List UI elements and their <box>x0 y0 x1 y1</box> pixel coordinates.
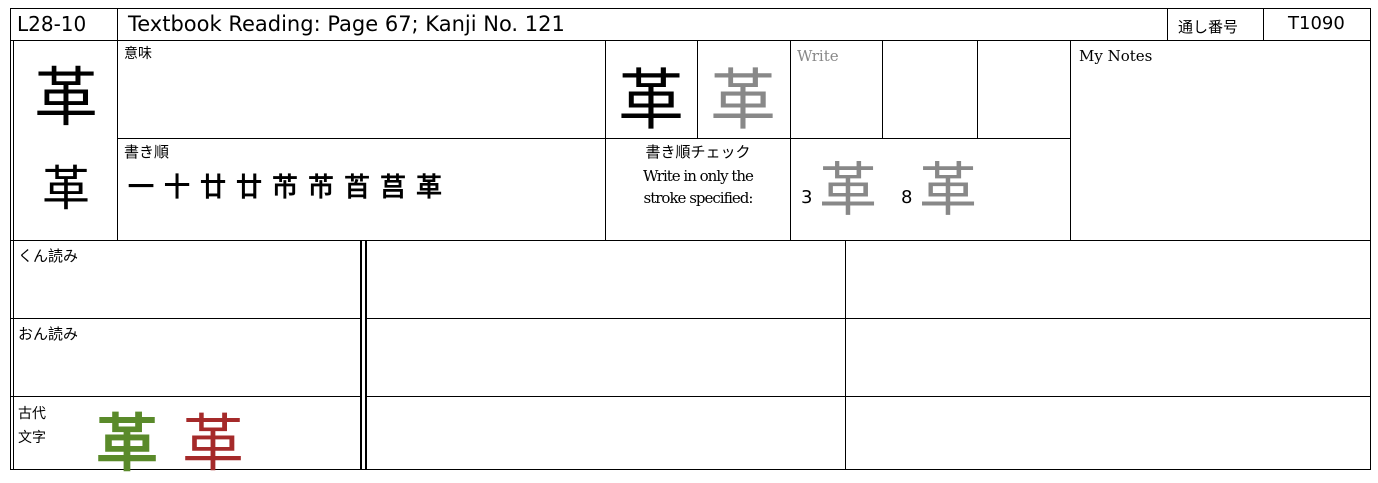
stroke: 苩 <box>344 173 373 203</box>
serial: T1090 <box>1288 13 1345 34</box>
stroke-check-instruction: Write in only the stroke specified: <box>643 167 754 207</box>
stroke: 莒 <box>380 173 409 203</box>
cell <box>845 240 1371 319</box>
stroke: 芇 <box>272 173 301 203</box>
cell <box>845 318 1371 397</box>
stroke: 革 <box>416 173 445 203</box>
kun-label: くん読み <box>18 247 79 265</box>
cell: おん読み <box>10 318 362 397</box>
cell: Write <box>790 40 883 139</box>
check-kanji: 革 <box>919 156 978 224</box>
check-kanji: 革 <box>819 156 878 224</box>
write-label: Write <box>797 47 839 65</box>
stroke-check-label: 書き順チェック <box>645 143 751 161</box>
stroke: 廿 <box>200 173 229 203</box>
cell: 書き順 一十廿廿芇芇苩莒革 <box>117 138 606 241</box>
check-number: 8 <box>901 187 913 208</box>
cell: 書き順チェック Write in only the stroke specifi… <box>605 138 791 241</box>
cell: くん読み <box>10 240 362 319</box>
kanji-large: 革 <box>34 62 98 136</box>
ancient-glyph: 革 <box>96 407 159 480</box>
cell: 通し番号 <box>1167 8 1264 41</box>
stroke: 一 <box>128 173 157 203</box>
practice-black: 革 <box>618 62 684 139</box>
cell: Textbook Reading: Page 67; Kanji No. 121 <box>117 8 1168 41</box>
cell: 意味 <box>117 40 606 139</box>
kanji-mincho: 革 <box>42 161 91 217</box>
stroke-order-label: 書き順 <box>124 143 170 161</box>
stroke: 十 <box>164 173 193 203</box>
stroke: 廿 <box>236 173 265 203</box>
stroke: 芇 <box>308 173 337 203</box>
meaning-label: 意味 <box>124 46 152 62</box>
notes-label: My Notes <box>1079 47 1153 65</box>
cell <box>845 396 1371 470</box>
ancient-label: 文字 <box>18 430 46 446</box>
check-number: 3 <box>801 187 813 208</box>
page: L28-10 Textbook Reading: Page 67; Kanji … <box>10 8 1371 480</box>
cell: T1090 <box>1263 8 1371 41</box>
serial-label: 通し番号 <box>1178 18 1239 36</box>
cell <box>882 40 978 139</box>
ancient-glyph: 革 <box>182 407 245 480</box>
stroke-order: 一十廿廿芇芇苩莒革 <box>128 167 452 204</box>
ancient-label: 古代 <box>18 406 46 422</box>
code: L28-10 <box>17 12 87 36</box>
cell: L28-10 <box>10 8 118 41</box>
title: Textbook Reading: Page 67; Kanji No. 121 <box>128 12 565 36</box>
cell: 革 <box>697 40 791 139</box>
cell: 革 <box>605 40 698 139</box>
cell: 革 革 <box>10 40 118 241</box>
cell: 古代 文字 革革 <box>10 396 362 480</box>
cell <box>977 40 1071 139</box>
divider <box>360 240 366 470</box>
practice-gray: 革 <box>710 62 776 139</box>
cell <box>366 240 846 319</box>
on-label: おん読み <box>18 325 79 343</box>
cell <box>366 396 846 470</box>
cell <box>366 318 846 397</box>
cell: My Notes <box>1070 40 1371 241</box>
